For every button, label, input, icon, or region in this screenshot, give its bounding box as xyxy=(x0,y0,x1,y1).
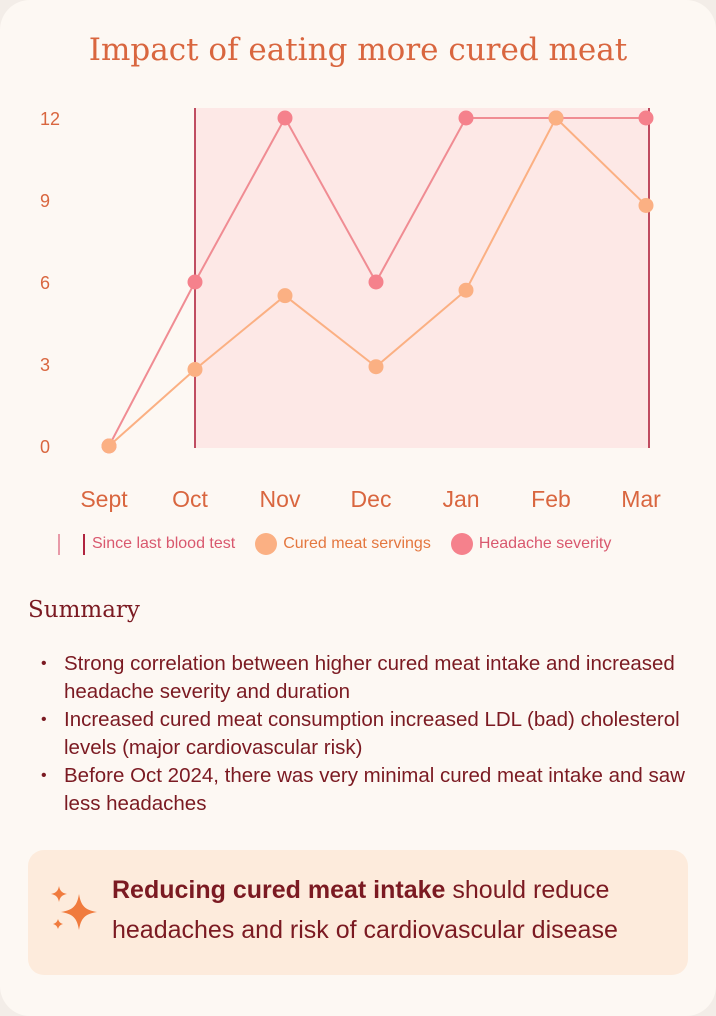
data-point-s0-dec xyxy=(368,359,384,375)
summary-item-text: Before Oct 2024, there was very minimal … xyxy=(64,764,685,815)
legend-item-range: Since last blood test xyxy=(83,533,236,555)
x-tick-label: Mar xyxy=(621,486,661,512)
list-item: • Strong correlation between higher cured… xyxy=(28,650,698,706)
data-point-s0-nov xyxy=(277,288,293,304)
sparkles-icon xyxy=(51,886,97,930)
legend-range-key xyxy=(58,533,76,555)
legend-swatch-headache xyxy=(450,533,473,555)
summary-heading: Summary xyxy=(28,597,140,623)
data-point-s0-sept xyxy=(101,438,117,454)
legend-item-headache: Headache severity xyxy=(450,533,612,555)
legend-swatch-cured-meat xyxy=(255,533,278,555)
chart-legend: Since last blood test Cured meat serving… xyxy=(58,531,631,557)
y-tick-label: 0 xyxy=(40,437,50,457)
insight-callout: Reducing cured meat intake should reduce… xyxy=(28,850,688,975)
list-item: • Before Oct 2024, there was very minimal… xyxy=(28,762,698,818)
y-tick-label: 6 xyxy=(40,273,50,293)
y-tick-label: 9 xyxy=(40,191,50,211)
x-tick-label: Dec xyxy=(351,486,392,512)
summary-item-text: Increased cured meat consumption increas… xyxy=(64,708,680,759)
highlight-band xyxy=(195,108,650,448)
data-point-s1-oct xyxy=(187,274,203,290)
data-point-s1-nov xyxy=(277,110,293,126)
data-point-s0-oct xyxy=(187,361,203,377)
callout-rest: should reduce headaches and risk of card… xyxy=(112,876,618,944)
line-chart: 0 3 6 9 12 Sept Oct Nov Dec Jan Feb Mar xyxy=(40,108,661,512)
summary-list: • Strong correlation between higher cured… xyxy=(28,650,698,818)
legend-label-range: Since last blood test xyxy=(92,535,236,552)
data-point-s1-mar xyxy=(638,110,654,126)
list-item: • Increased cured meat consumption increa… xyxy=(28,706,698,762)
y-tick-label: 12 xyxy=(40,109,60,129)
range-line-swatch xyxy=(83,533,85,555)
x-tick-label: Sept xyxy=(80,486,128,512)
bullet-glyph: • xyxy=(41,767,47,784)
data-point-s1-dec xyxy=(368,274,384,290)
bullet-glyph: • xyxy=(41,711,47,728)
chart-title: Impact of eating more cured meat xyxy=(88,32,628,68)
data-point-s0-jan xyxy=(458,282,474,298)
x-tick-label: Jan xyxy=(442,486,479,512)
summary-item-text: Strong correlation between higher cured … xyxy=(64,652,675,703)
x-tick-label: Oct xyxy=(172,486,208,512)
bullet-glyph: • xyxy=(41,655,47,672)
data-point-s1-jan xyxy=(458,110,474,126)
callout-bold: Reducing cured meat intake xyxy=(112,876,446,904)
legend-label-headache: Headache severity xyxy=(478,535,612,552)
y-tick-label: 3 xyxy=(40,355,50,375)
callout-text: Reducing cured meat intake should reduce… xyxy=(112,870,682,950)
legend-label-cured-meat: Cured meat servings xyxy=(283,535,431,552)
data-point-s0-mar xyxy=(638,197,654,213)
data-point-s0-feb xyxy=(548,110,564,126)
legend-item-cured-meat: Cured meat servings xyxy=(255,533,431,555)
x-tick-label: Feb xyxy=(531,486,571,512)
x-tick-label: Nov xyxy=(260,486,301,512)
